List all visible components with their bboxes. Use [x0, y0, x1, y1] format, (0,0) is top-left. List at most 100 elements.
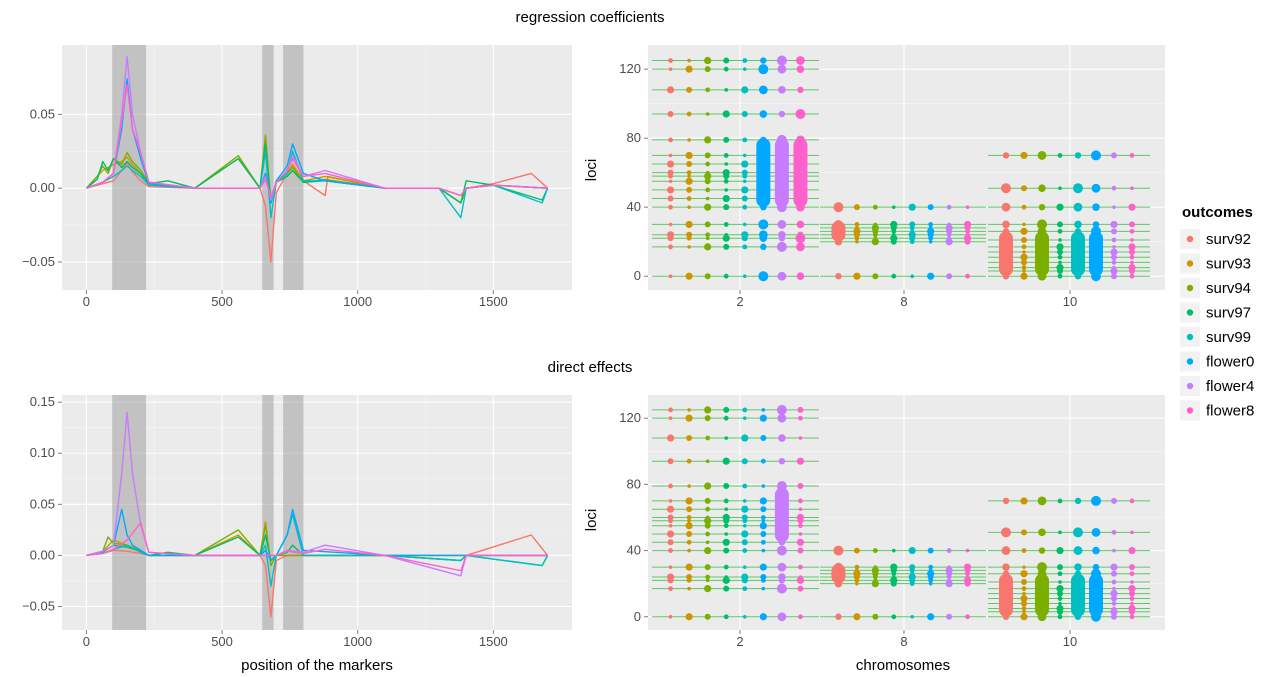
point-flower4 [776, 241, 787, 252]
legend-swatch-surv92 [1186, 235, 1194, 243]
point-surv99 [741, 195, 748, 202]
point-surv97 [723, 614, 729, 620]
point-surv92 [666, 186, 675, 194]
point-flower4 [777, 496, 787, 506]
point-flower8 [1128, 263, 1136, 272]
point-flower4 [777, 562, 787, 572]
point-surv94 [1038, 585, 1046, 592]
point-surv94 [705, 506, 711, 512]
point-surv94 [704, 136, 712, 144]
plot-background [62, 395, 572, 630]
point-surv93 [687, 484, 691, 488]
point-flower4 [946, 613, 953, 620]
point-surv97 [723, 406, 730, 413]
point-flower4 [776, 583, 787, 594]
point-surv94 [705, 574, 711, 580]
point-surv92 [668, 483, 673, 489]
legend-label: flower0 [1206, 354, 1254, 371]
point-flower8 [1129, 254, 1135, 260]
point-surv93 [1020, 272, 1028, 280]
bottom-left-x-axis-label: position of the markers [241, 657, 393, 674]
point-surv92 [1002, 570, 1010, 577]
point-flower0 [759, 110, 768, 118]
point-surv94 [872, 273, 879, 280]
point-surv94 [704, 415, 711, 422]
point-surv93 [687, 586, 691, 591]
point-flower0 [1092, 221, 1100, 228]
point-flower0 [760, 243, 767, 251]
point-surv92 [667, 539, 674, 546]
x-tick-label: 8 [900, 634, 907, 649]
point-flower4 [778, 230, 786, 239]
point-surv92 [667, 514, 674, 521]
point-surv94 [872, 204, 878, 210]
x-tick-label: 500 [211, 634, 233, 649]
point-flower0 [761, 484, 766, 488]
point-surv94 [705, 170, 710, 175]
point-surv94 [704, 221, 711, 228]
point-surv97 [724, 507, 729, 511]
point-surv93 [1021, 259, 1027, 266]
point-flower0 [1091, 183, 1101, 193]
point-surv99 [741, 514, 748, 521]
point-flower4 [1111, 259, 1117, 265]
point-surv93 [1021, 529, 1027, 536]
point-surv99 [910, 571, 915, 576]
y-tick-label: −0.05 [22, 599, 55, 614]
x-tick-label: 0 [83, 634, 90, 649]
point-flower0 [1092, 546, 1100, 555]
point-flower8 [796, 538, 805, 546]
point-surv93 [1021, 548, 1027, 553]
point-surv94 [871, 238, 879, 246]
point-flower8 [1129, 249, 1135, 256]
point-surv94 [1037, 226, 1047, 236]
point-surv99 [1073, 527, 1083, 538]
point-flower8 [796, 135, 805, 145]
point-flower8 [797, 547, 804, 554]
point-flower0 [758, 150, 769, 161]
point-flower0 [759, 563, 767, 571]
bottom-right-x-axis-label: chromosomes [856, 657, 950, 674]
point-flower4 [777, 151, 787, 160]
y-tick-label: 0.00 [30, 547, 55, 562]
point-flower4 [778, 86, 786, 94]
point-surv92 [668, 137, 673, 143]
point-surv97 [890, 563, 898, 571]
point-flower8 [798, 532, 803, 536]
point-surv92 [1001, 546, 1011, 555]
point-surv94 [871, 566, 879, 575]
point-surv94 [704, 152, 711, 159]
point-surv99 [1073, 257, 1083, 268]
y-tick-label: 0.05 [30, 496, 55, 511]
point-flower0 [759, 168, 768, 177]
legend-title: outcomes [1182, 204, 1253, 221]
point-surv92 [667, 458, 674, 465]
point-surv94 [704, 522, 711, 529]
point-flower0 [1091, 577, 1101, 587]
point-surv94 [705, 540, 710, 545]
point-surv94 [704, 172, 712, 180]
point-surv93 [686, 539, 692, 545]
point-surv94 [705, 578, 710, 583]
point-flower0 [759, 522, 767, 530]
legend-label: surv94 [1206, 280, 1251, 297]
point-flower8 [1130, 260, 1134, 265]
point-surv92 [835, 272, 842, 280]
point-surv97 [1057, 498, 1063, 504]
point-flower4 [777, 271, 787, 281]
y-tick-label: 120 [619, 410, 641, 425]
point-surv93 [1022, 591, 1026, 596]
point-surv93 [1021, 204, 1027, 210]
point-flower0 [760, 458, 766, 464]
point-flower0 [1091, 568, 1101, 579]
point-surv94 [704, 203, 712, 211]
point-surv93 [855, 581, 859, 586]
point-surv92 [833, 545, 844, 556]
point-surv97 [723, 585, 730, 592]
point-surv99 [741, 231, 749, 239]
point-flower8 [795, 167, 806, 178]
point-surv97 [1057, 249, 1063, 256]
point-surv93 [1020, 613, 1028, 621]
point-flower4 [1111, 601, 1117, 606]
point-surv93 [686, 231, 693, 238]
